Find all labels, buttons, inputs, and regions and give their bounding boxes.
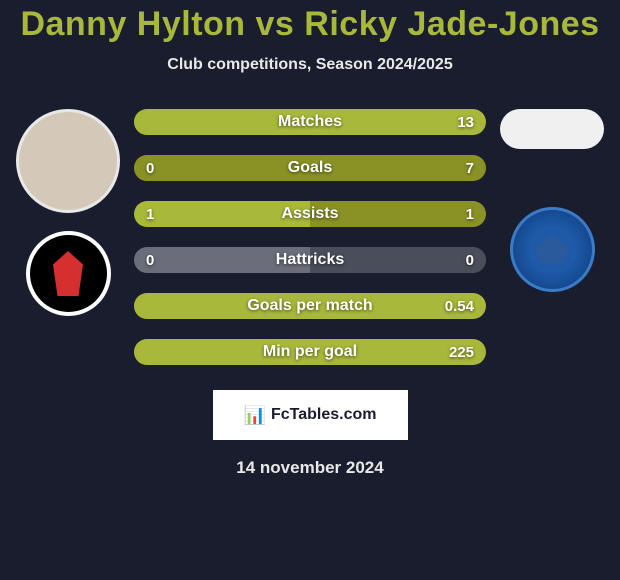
stats-bars: Matches 13 0 Goals 7 1 Assists 1 0 Hattricks 0 Goal… <box>128 109 492 365</box>
stat-bar: 0 Goals 7 <box>134 155 486 181</box>
brand-icon: 📊 <box>244 405 266 426</box>
stat-bar: Goals per match 0.54 <box>134 293 486 319</box>
player-right-avatar <box>500 109 604 149</box>
stat-label: Goals <box>288 159 332 177</box>
player-left-column <box>8 109 128 316</box>
player-right-column <box>492 109 612 292</box>
stat-value-right: 0.54 <box>445 298 474 315</box>
stat-value-left: 0 <box>146 160 154 177</box>
brand-text: FcTables.com <box>271 406 377 424</box>
stat-value-right: 1 <box>466 206 474 223</box>
stat-label: Hattricks <box>276 251 344 269</box>
brand-badge: 📊 FcTables.com <box>213 390 408 440</box>
stat-bar: Min per goal 225 <box>134 339 486 365</box>
footer-date: 14 november 2024 <box>0 458 620 478</box>
stat-label: Matches <box>278 113 342 131</box>
comparison-title: Danny Hylton vs Ricky Jade-Jones <box>0 5 620 44</box>
stat-value-right: 225 <box>449 344 474 361</box>
stat-value-left: 0 <box>146 252 154 269</box>
stat-value-left: 1 <box>146 206 154 223</box>
season-subtitle: Club competitions, Season 2024/2025 <box>0 56 620 74</box>
club-left-logo <box>26 231 111 316</box>
stat-bar: Matches 13 <box>134 109 486 135</box>
stat-bar: 0 Hattricks 0 <box>134 247 486 273</box>
stat-value-right: 0 <box>466 252 474 269</box>
player-left-avatar <box>16 109 120 213</box>
comparison-body: Matches 13 0 Goals 7 1 Assists 1 0 Hattricks 0 Goal… <box>0 109 620 365</box>
stat-bar: 1 Assists 1 <box>134 201 486 227</box>
stat-value-right: 7 <box>466 160 474 177</box>
stat-label: Assists <box>282 205 339 223</box>
stat-label: Goals per match <box>247 297 372 315</box>
club-right-logo <box>510 207 595 292</box>
stat-label: Min per goal <box>263 343 357 361</box>
stat-value-right: 13 <box>457 114 474 131</box>
